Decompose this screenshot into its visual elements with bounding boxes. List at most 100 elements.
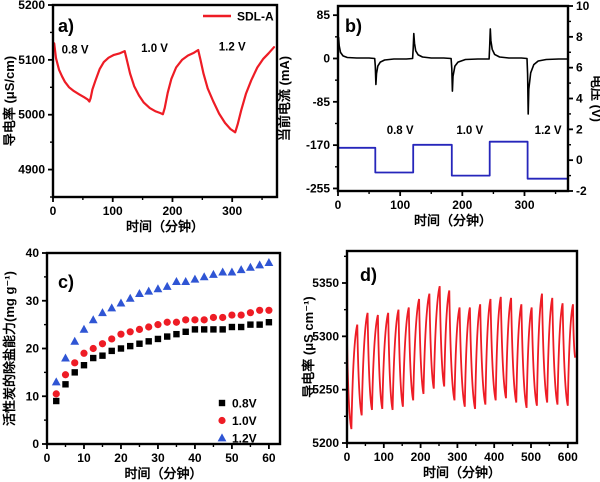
marker-square — [163, 333, 171, 340]
x-tick-label: 200 — [452, 198, 472, 212]
marker-circle — [117, 330, 125, 338]
y-tick-label: 5200 — [312, 436, 339, 450]
panel-tag-c: c) — [58, 272, 74, 292]
y-tick-label: 5100 — [18, 53, 45, 67]
annotation: 1.0 V — [141, 43, 168, 55]
legend-label: 1.0V — [232, 414, 257, 428]
x-tick-label: 0 — [44, 451, 51, 465]
y2-axis-label: 电压 (V) — [589, 75, 600, 122]
legend-swatch — [217, 433, 227, 442]
marker-square — [200, 326, 208, 333]
annotation: 0.8 V — [387, 125, 414, 137]
marker-triangle — [61, 353, 70, 362]
x-tick-label: 600 — [558, 450, 578, 464]
x-axis-label: 时间（分钟） — [124, 466, 202, 481]
legend-label: 1.2V — [232, 432, 257, 446]
series-1.2V — [51, 257, 274, 386]
marker-square — [228, 323, 236, 331]
y-tick-label: 5250 — [312, 383, 339, 397]
marker-triangle — [88, 315, 98, 324]
marker-square — [71, 369, 78, 376]
y-tick-label: 0 — [32, 437, 39, 451]
y2-tick-label: 8 — [576, 30, 583, 44]
x-tick-label: 0 — [50, 204, 57, 218]
x-tick-label: 300 — [447, 450, 467, 464]
x-tick-label: 10 — [77, 451, 91, 465]
y-tick-label: 5300 — [312, 329, 339, 343]
series-1.0V — [52, 306, 273, 398]
panel-d-chart: 0 100 200 300 400 500 600 5200 5250 5300 5350 时间（分钟… — [301, 249, 579, 480]
y2-tick-label: 6 — [576, 61, 583, 75]
marker-square — [256, 321, 263, 328]
marker-circle — [126, 328, 134, 336]
y-tick-label: 4900 — [18, 163, 45, 177]
marker-square — [127, 342, 134, 350]
marker-circle — [98, 340, 107, 348]
y-tick-label: 40 — [26, 246, 40, 260]
x-axis-label: 时间（分钟） — [423, 465, 501, 480]
series-conductivity-cycling — [346, 285, 577, 430]
marker-circle — [172, 318, 181, 326]
marker-triangle — [107, 303, 117, 312]
panel-a-chart: 0 100 200 300 4900 5000 5100 5200 时间（分钟） 导电率 (μS/… — [2, 0, 279, 234]
plot-area-a — [53, 42, 276, 134]
marker-triangle — [70, 336, 80, 345]
y2-tick-label: 4 — [576, 92, 583, 106]
x-tick-label: 30 — [151, 451, 165, 465]
marker-triangle — [51, 377, 61, 386]
marker-circle — [52, 390, 60, 398]
marker-triangle — [79, 324, 89, 333]
panel-tag-d: d) — [360, 265, 377, 285]
x-tick-label: 300 — [514, 198, 534, 212]
marker-circle — [246, 309, 255, 317]
marker-triangle — [246, 262, 255, 271]
series-0.8V — [53, 319, 273, 405]
y2-tick-label: 10 — [576, 0, 590, 13]
marker-triangle — [218, 267, 228, 276]
y-axis-label: 导电率 (μS cm⁻¹) — [301, 296, 316, 398]
x-tick-label: 300 — [222, 204, 242, 218]
marker-triangle — [116, 298, 126, 307]
marker-circle — [265, 306, 273, 314]
marker-circle — [219, 313, 227, 322]
marker-circle — [89, 344, 97, 353]
marker-circle — [135, 325, 144, 333]
marker-triangle — [227, 267, 237, 276]
marker-circle — [228, 311, 236, 319]
x-tick-label: 500 — [521, 450, 541, 464]
x-tick-label: 400 — [484, 450, 504, 464]
x-tick-label: 50 — [225, 451, 239, 465]
marker-triangle — [255, 260, 265, 269]
y-tick-label: -85 — [313, 95, 331, 109]
marker-circle — [200, 316, 208, 324]
marker-square — [265, 319, 273, 326]
marker-triangle — [264, 257, 274, 266]
x-tick-label: 0 — [335, 198, 342, 212]
marker-circle — [80, 349, 88, 357]
series-current — [337, 28, 568, 115]
x-tick-label: 200 — [162, 204, 182, 218]
legend-swatch — [218, 399, 226, 407]
marker-triangle — [172, 277, 181, 286]
marker-square — [90, 354, 97, 362]
marker-square — [53, 397, 60, 405]
marker-circle — [256, 306, 264, 314]
marker-triangle — [181, 277, 191, 286]
axes-frame — [345, 249, 579, 445]
marker-circle — [237, 311, 245, 319]
marker-square — [182, 328, 189, 335]
axes-frame — [51, 3, 279, 199]
series-SDL-A — [53, 42, 276, 134]
y2-tick-label: 0 — [576, 153, 583, 167]
y-axis-label: 导电率 (μS/cm) — [2, 56, 17, 146]
marker-circle — [71, 359, 79, 367]
x-tick-label: 20 — [114, 451, 128, 465]
panel-c-chart: 0 10 20 30 40 50 60010203040时间（分钟）活性炭的除盐能力(mg … — [2, 246, 282, 481]
marker-triangle — [199, 272, 209, 281]
marker-square — [210, 326, 217, 333]
marker-square — [62, 381, 69, 388]
marker-square — [145, 338, 152, 345]
x-tick-label: 40 — [188, 451, 202, 465]
y-tick-label: 5350 — [312, 276, 339, 290]
y-tick-label: 30 — [26, 294, 40, 308]
